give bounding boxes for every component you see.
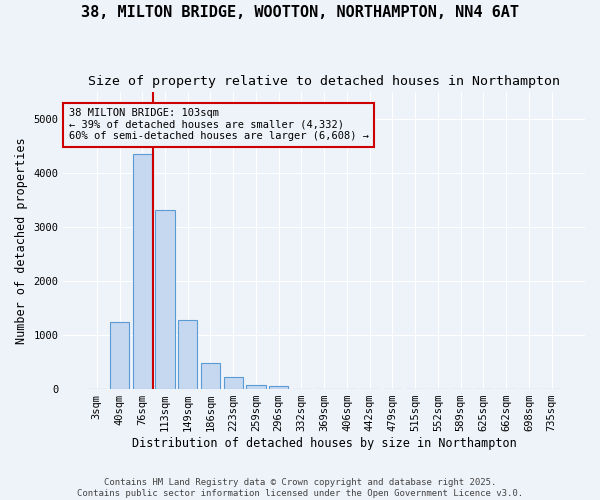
Text: Contains HM Land Registry data © Crown copyright and database right 2025.
Contai: Contains HM Land Registry data © Crown c… [77,478,523,498]
Text: 38, MILTON BRIDGE, WOOTTON, NORTHAMPTON, NN4 6AT: 38, MILTON BRIDGE, WOOTTON, NORTHAMPTON,… [81,5,519,20]
Bar [110,322,129,389]
Text: 38 MILTON BRIDGE: 103sqm
← 39% of detached houses are smaller (4,332)
60% of sem: 38 MILTON BRIDGE: 103sqm ← 39% of detach… [68,108,368,142]
Title: Size of property relative to detached houses in Northampton: Size of property relative to detached ho… [88,75,560,88]
Y-axis label: Number of detached properties: Number of detached properties [15,137,28,344]
X-axis label: Distribution of detached houses by size in Northampton: Distribution of detached houses by size … [132,437,517,450]
Bar [269,386,289,389]
Bar [155,210,175,389]
Bar [133,154,152,389]
Bar [247,385,266,389]
Bar [224,377,243,389]
Bar [178,320,197,389]
Bar [201,362,220,389]
